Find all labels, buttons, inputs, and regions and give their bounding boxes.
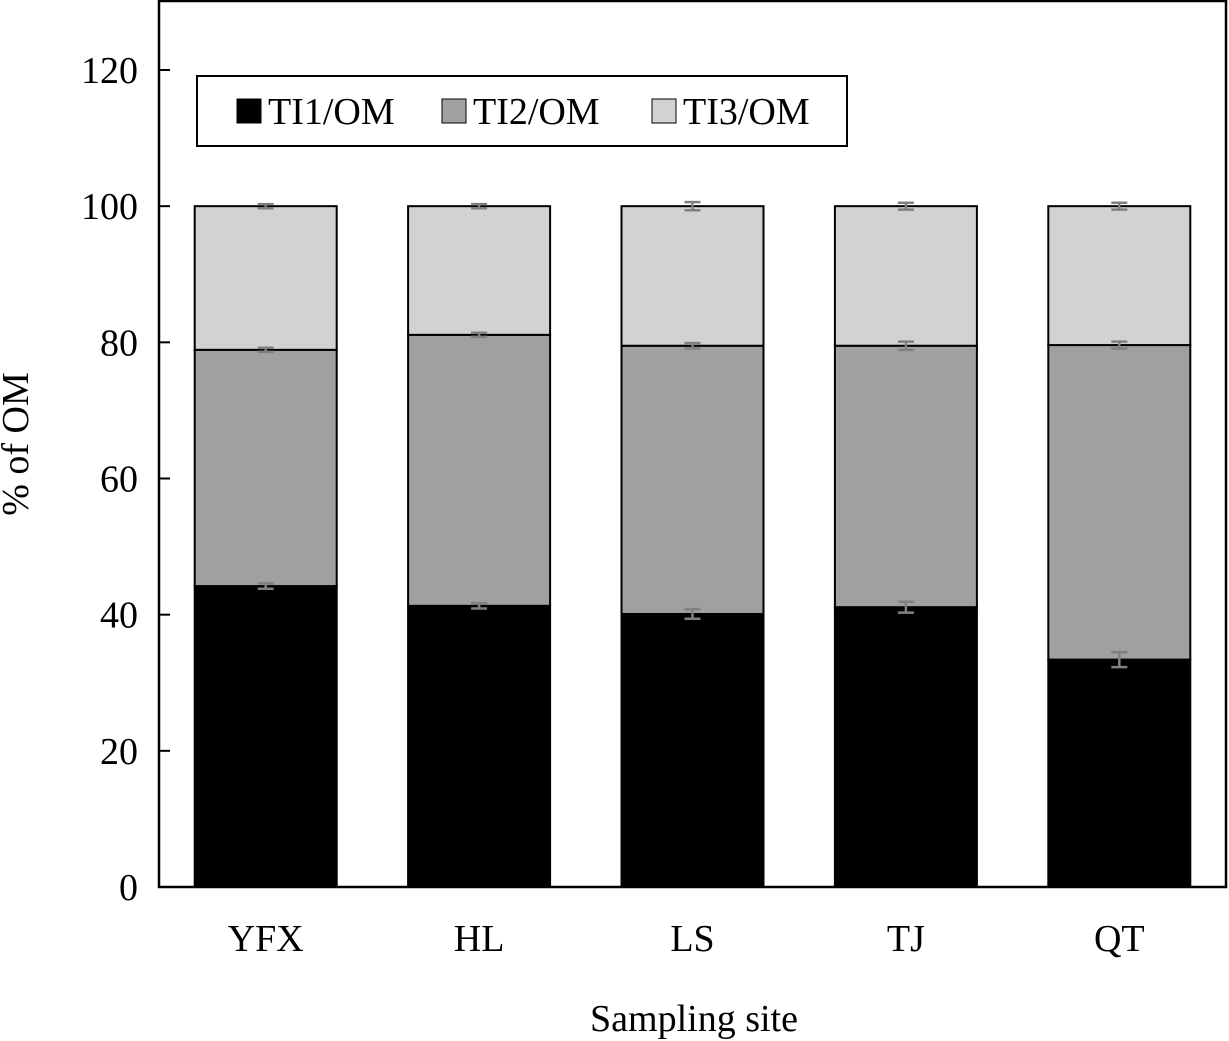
bar-segment-ti3-om: [620, 205, 765, 347]
bar-segment-ti2-om: [620, 344, 765, 615]
y-tick-label: 0: [119, 867, 138, 909]
x-tick-label: QT: [1094, 918, 1145, 960]
bar-segment-ti3-om: [833, 205, 978, 347]
x-tick-label: HL: [454, 918, 505, 960]
bar-segment-ti1-om: [833, 606, 978, 888]
x-axis: YFX HL LS TJ QT: [228, 918, 1145, 960]
error-bar: [897, 201, 914, 211]
bar-segment-ti2-om: [193, 348, 338, 588]
y-axis-title: % of OM: [0, 372, 37, 516]
bar-segment-ti1-om: [407, 604, 552, 889]
error-bar: [257, 582, 274, 591]
error-bar: [471, 202, 488, 210]
bar-segment-ti2-om: [407, 333, 552, 607]
bar-segment-ti2-om: [833, 344, 978, 609]
error-bar: [1111, 340, 1128, 350]
bar-segment-ti3-om: [407, 205, 552, 336]
bar-segment-ti1-om: [193, 585, 338, 888]
bar-segment-ti3-om: [193, 205, 338, 351]
y-tick-label: 60: [100, 459, 138, 501]
error-bar: [684, 200, 701, 212]
y-axis: 0 20 40 60 80 100 120: [81, 50, 170, 909]
legend-swatch-ti1: [236, 98, 262, 124]
error-bar: [1111, 201, 1128, 211]
bar-segment-ti3-om: [1047, 205, 1192, 347]
y-tick-label: 20: [100, 731, 138, 773]
y-tick-label: 80: [100, 322, 138, 364]
legend-box: [196, 75, 848, 147]
error-bar: [257, 346, 274, 354]
error-bar: [257, 202, 274, 210]
bar-segment-ti1-om: [620, 612, 765, 888]
y-tick-label: 120: [81, 50, 138, 92]
error-bar: [1111, 650, 1128, 669]
bar-segment-ti2-om: [1047, 344, 1192, 661]
x-axis-title: Sampling site: [590, 998, 798, 1040]
bar-segment-ti1-om: [1047, 658, 1192, 889]
error-bar: [471, 601, 488, 610]
legend-label-ti3: TI3/OM: [683, 91, 810, 133]
x-tick-label: YFX: [228, 918, 304, 960]
error-bar: [897, 600, 914, 614]
error-bars-group: [257, 200, 1128, 669]
legend-label-ti1: TI1/OM: [268, 91, 395, 133]
legend-swatch-ti3: [651, 98, 677, 124]
x-tick-label: LS: [670, 918, 714, 960]
legend: TI1/OM TI2/OM TI3/OM: [196, 75, 848, 147]
legend-swatch-ti2: [441, 98, 467, 124]
error-bar: [471, 331, 488, 339]
error-bar: [897, 340, 914, 352]
legend-label-ti2: TI2/OM: [473, 91, 600, 133]
error-bar: [684, 341, 701, 350]
y-tick-label: 100: [81, 186, 138, 228]
x-tick-label: TJ: [887, 918, 925, 960]
bars-group: [193, 205, 1192, 889]
y-tick-label: 40: [100, 595, 138, 637]
error-bar: [684, 607, 701, 621]
